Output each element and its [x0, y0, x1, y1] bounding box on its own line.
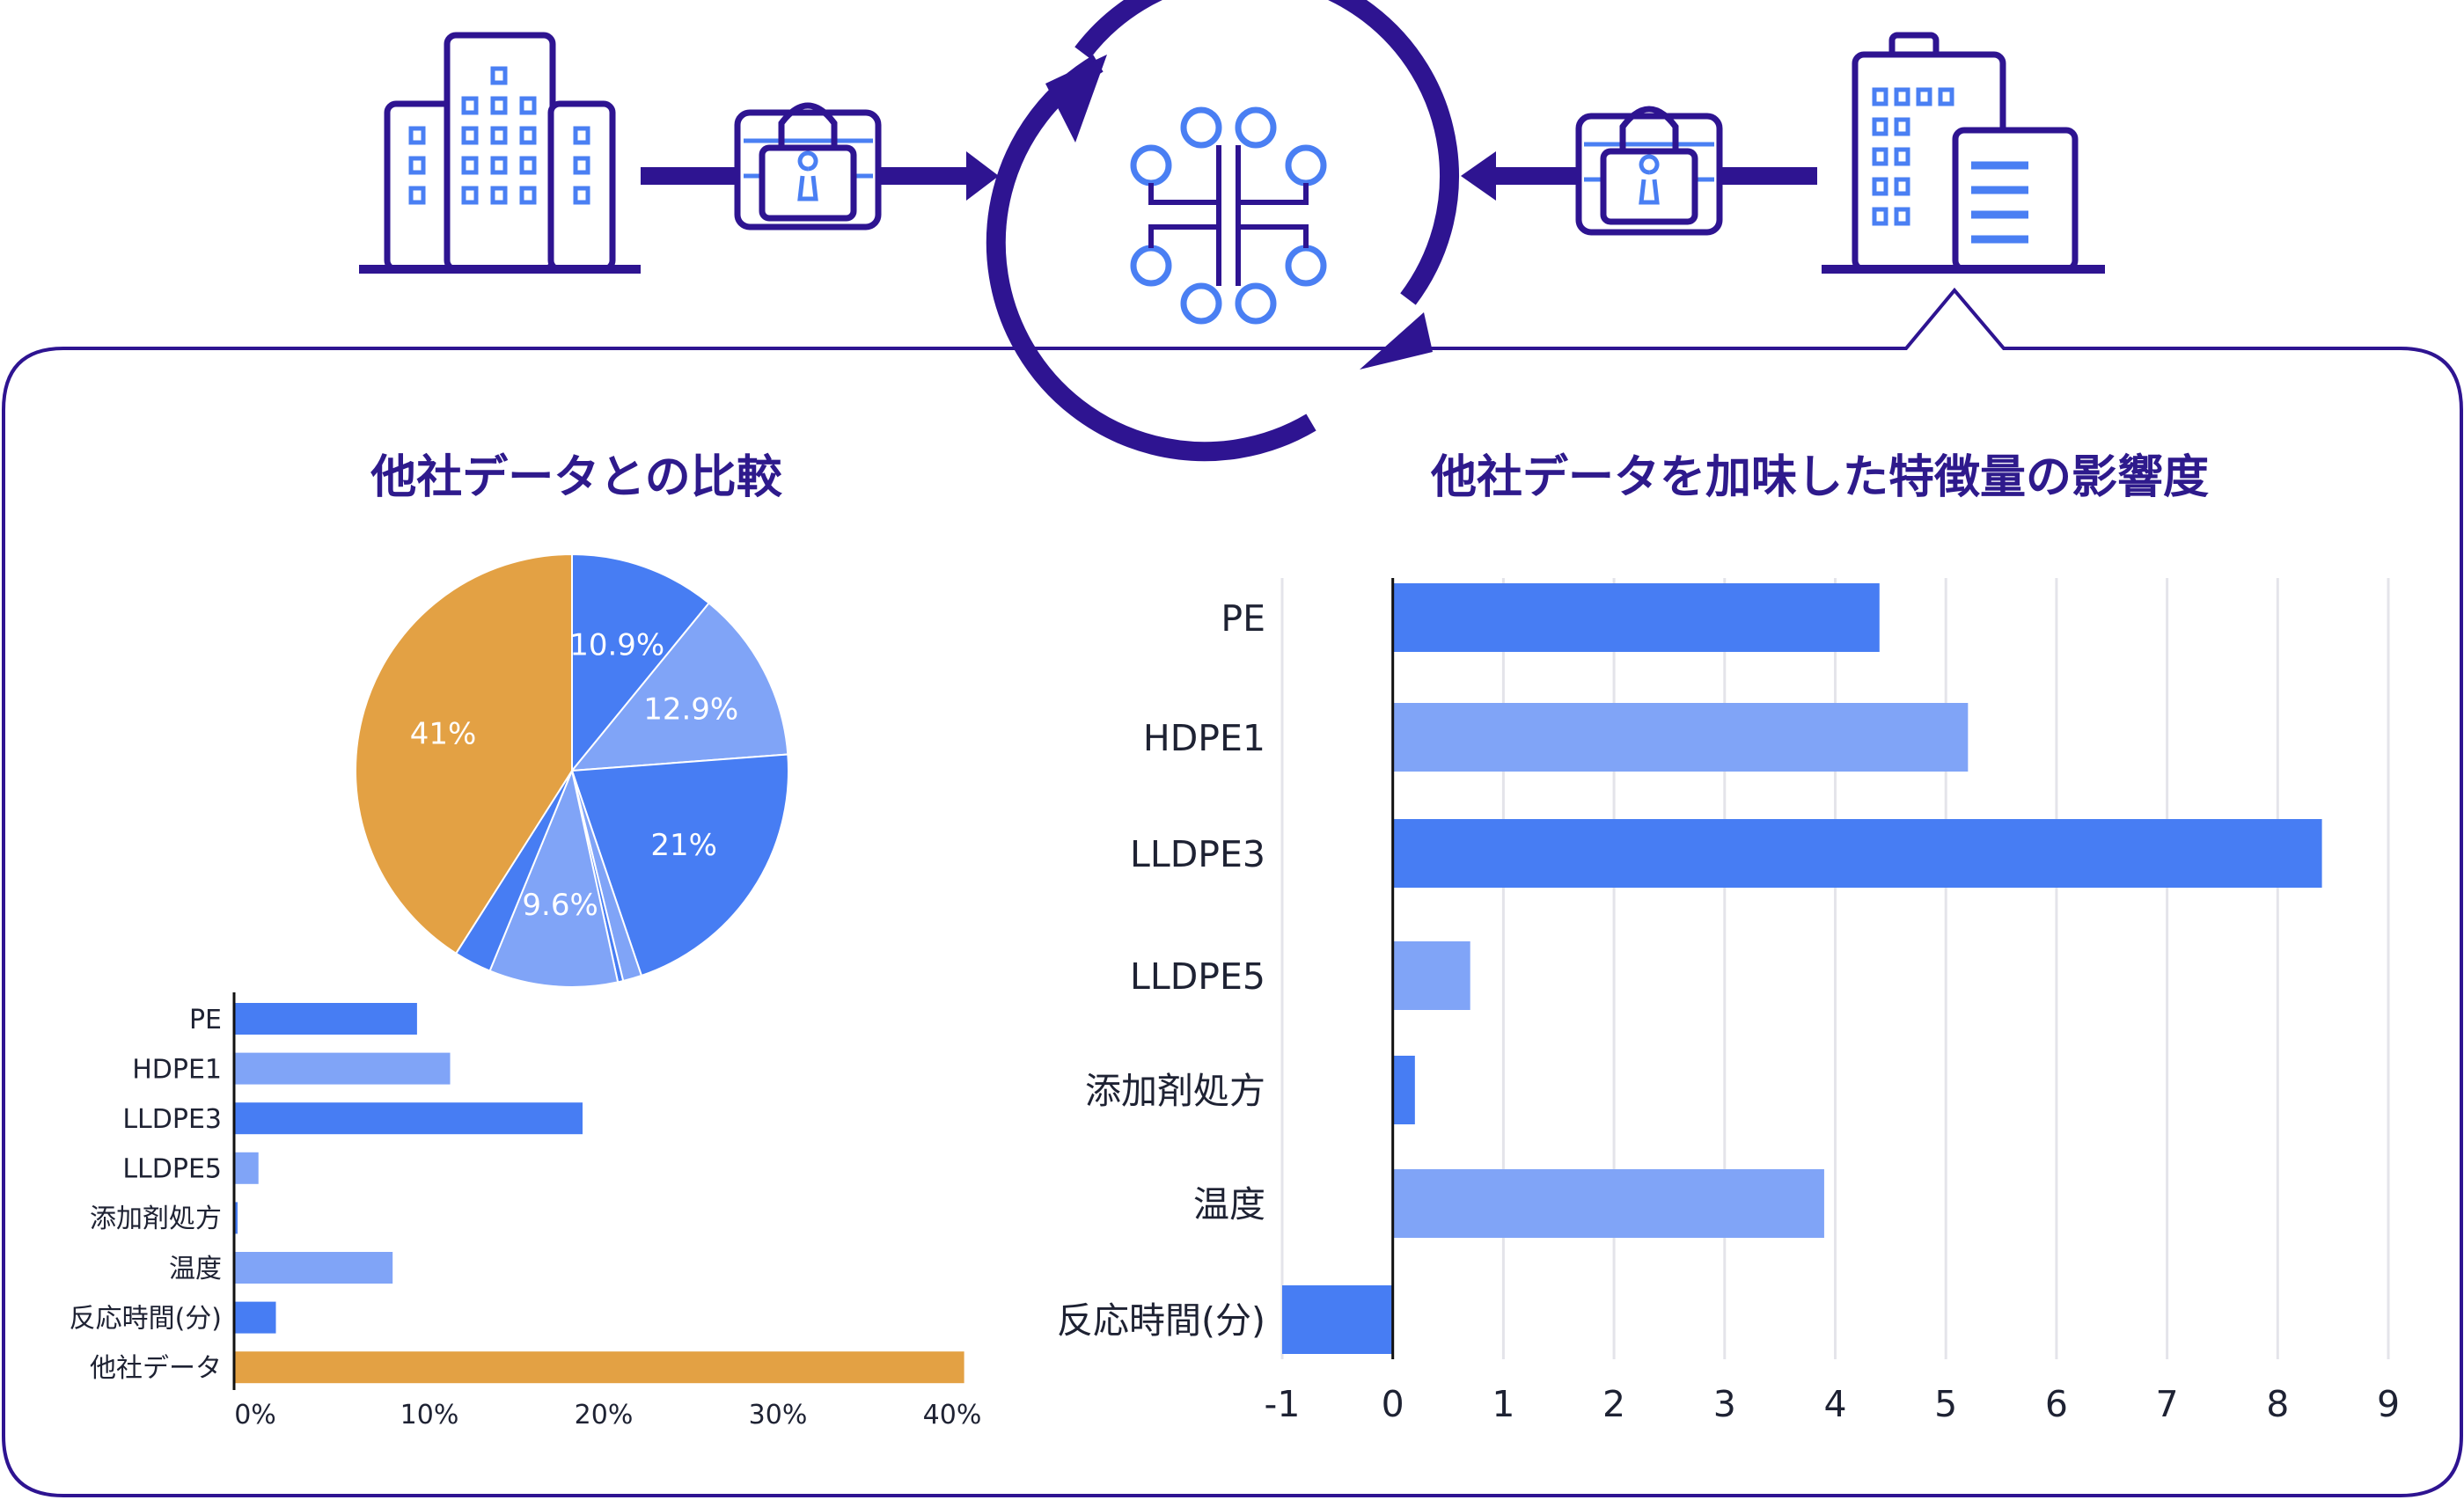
- category-label: HDPE1: [1143, 717, 1265, 759]
- pie-slice: [569, 602, 789, 772]
- tick-label: 20%: [575, 1400, 634, 1430]
- tick-label: 8: [2266, 1383, 2289, 1425]
- encrypted-lock-icon: [1575, 106, 1723, 236]
- tick-label: 4: [1823, 1383, 1846, 1425]
- tick-label: 1: [1492, 1383, 1514, 1425]
- bar: [234, 1052, 451, 1085]
- pie-slice: [570, 753, 789, 977]
- category-label: PE: [189, 1005, 222, 1035]
- bar: [1392, 819, 2322, 888]
- bar: [234, 1152, 259, 1184]
- category-label: HDPE1: [132, 1054, 222, 1085]
- bar: [1392, 703, 1969, 772]
- category-label: 反応時間(分): [1057, 1299, 1265, 1342]
- ai-circuit-cycle-icon: [986, 0, 1459, 462]
- right-chart-title: 他社データを加味した特徴量の影響度: [1430, 451, 2210, 504]
- tick-label: 10%: [400, 1400, 459, 1430]
- bar: [234, 1252, 393, 1284]
- tick-label: 9: [2377, 1383, 2400, 1425]
- pie-slice: [488, 767, 620, 988]
- pie-label: 41%: [410, 716, 477, 751]
- office-buildings-icon: [359, 32, 641, 274]
- category-label: 温度: [169, 1254, 222, 1284]
- pie-slice: [571, 552, 711, 773]
- pie-label: 12.9%: [643, 691, 738, 727]
- tick-label: 0%: [234, 1400, 276, 1430]
- category-label: 温度: [1193, 1183, 1265, 1226]
- bar: [1392, 583, 1880, 652]
- pie-label: 21%: [650, 828, 717, 863]
- pie-label: 9.6%: [522, 888, 598, 923]
- pie-slice: [355, 552, 573, 955]
- category-label: 添加剤処方: [1085, 1070, 1265, 1112]
- category-label: LLDPE3: [1130, 833, 1265, 875]
- bar: [234, 1301, 276, 1334]
- bar: [234, 1351, 964, 1384]
- tick-label: 7: [2156, 1383, 2179, 1425]
- category-label: 添加剤処方: [90, 1204, 222, 1234]
- category-label: LLDPE3: [122, 1104, 222, 1135]
- category-label: 他社データ: [90, 1353, 222, 1384]
- tick-label: 0: [1382, 1383, 1404, 1425]
- bar: [234, 1102, 583, 1135]
- left-chart-title: 他社データとの比較: [370, 451, 782, 504]
- bar: [1392, 1169, 1824, 1238]
- tick-label: 3: [1713, 1383, 1736, 1425]
- bar: [1282, 1285, 1393, 1354]
- category-label: 反応時間(分): [70, 1303, 222, 1334]
- tick-label: 6: [2045, 1383, 2068, 1425]
- tick-label: 2: [1602, 1383, 1625, 1425]
- tick-label: -1: [1265, 1383, 1301, 1425]
- tick-label: 5: [1934, 1383, 1957, 1425]
- bar: [234, 1202, 238, 1234]
- category-label: LLDPE5: [1130, 955, 1265, 998]
- tick-label: 40%: [923, 1400, 982, 1430]
- category-label: LLDPE5: [122, 1154, 222, 1185]
- office-building-icon: [1822, 32, 2105, 274]
- tick-label: 30%: [749, 1400, 808, 1430]
- bar: [234, 1003, 417, 1035]
- pie-label: 10.9%: [569, 627, 664, 662]
- pie-chart: 10.9% 12.9% 21% 9.6% 41%: [355, 552, 789, 988]
- encrypted-lock-icon: [734, 102, 882, 230]
- bar: [1392, 1056, 1415, 1124]
- bar: [1392, 941, 1470, 1010]
- category-label: PE: [1221, 597, 1265, 640]
